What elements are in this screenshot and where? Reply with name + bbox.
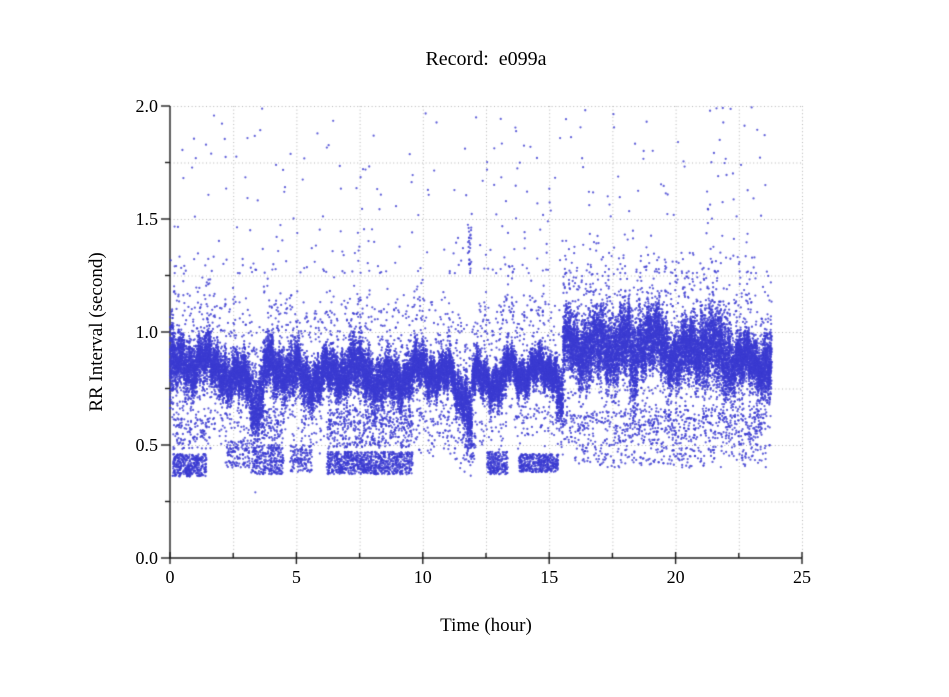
y-tick-label: 1.0 <box>135 322 159 342</box>
chart-title: Record: e099a <box>425 48 547 70</box>
y-tick-label: 1.5 <box>135 209 159 229</box>
x-tick-label: 10 <box>413 567 432 587</box>
y-axis-label: RR Interval (second) <box>86 252 107 412</box>
x-tick-label: 15 <box>540 567 559 587</box>
x-tick-label: 0 <box>165 567 175 587</box>
x-tick-label: 20 <box>666 567 685 587</box>
y-tick-label: 0.0 <box>135 548 159 568</box>
y-tick-label: 2.0 <box>135 96 159 116</box>
y-tick-label: 0.5 <box>135 435 159 455</box>
x-tick-label: 5 <box>291 567 301 587</box>
x-tick-label: 25 <box>793 567 811 587</box>
x-axis-label: Time (hour) <box>440 615 532 636</box>
